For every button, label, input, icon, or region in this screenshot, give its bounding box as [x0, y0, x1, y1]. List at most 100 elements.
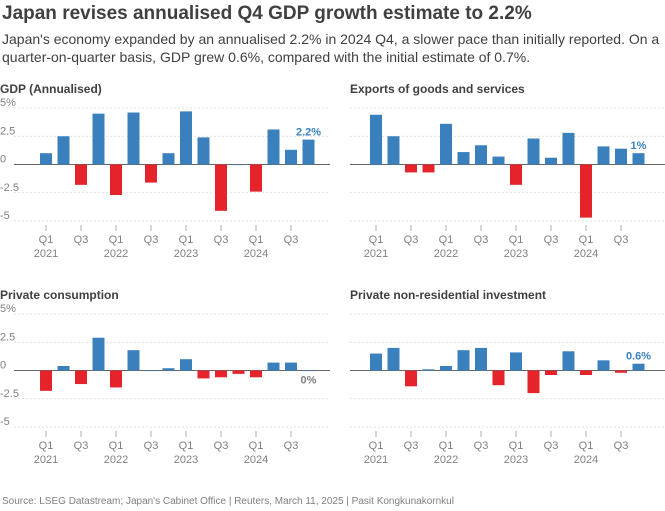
investment-panel: Private non-residential investment 0.6% Q…: [350, 288, 665, 483]
x-tick-label: Q1: [179, 234, 194, 246]
bar: [632, 363, 645, 371]
y-tick-label: 2.5: [0, 331, 15, 343]
bar: [110, 164, 122, 196]
x-tick-label: Q3: [544, 440, 559, 452]
bar: [405, 164, 417, 173]
year-label: 2021: [34, 248, 58, 260]
bar: [545, 157, 557, 165]
x-tick-label: Q1: [109, 234, 124, 246]
consumption-panel: Private consumption 5% 2.5 0 -2.5 -5 0% Q1 Q3 Q1…: [0, 288, 330, 483]
x-tick-label: Q1: [439, 440, 454, 452]
last-value-label: 2.2%: [296, 127, 321, 139]
bar: [40, 153, 52, 165]
year-label: 2024: [574, 454, 598, 466]
y-tick-label: 0: [0, 154, 6, 166]
bar: [285, 149, 297, 165]
bar: [545, 370, 557, 376]
year-label: 2024: [574, 248, 598, 260]
bar: [370, 114, 382, 165]
bar: [127, 112, 140, 165]
bar: [162, 368, 175, 371]
gdp-panel: GDP (Annualised) 5% 2.5 0 -2.5 -5 2.2% Q1 Q3 Q1 Q…: [0, 82, 330, 277]
x-tick-label: Q3: [614, 440, 629, 452]
bar: [302, 370, 315, 372]
bar: [475, 347, 487, 371]
bar: [632, 153, 645, 165]
bar: [57, 365, 70, 371]
bar: [57, 136, 70, 165]
y-tick-label: 5%: [0, 97, 16, 109]
gdp-chart: 5% 2.5 0 -2.5 -5 2.2% Q1 Q3 Q1 Q3 Q1 Q3 Q1 Q3 2021 2022…: [0, 97, 330, 260]
y-tick-label: 0: [0, 360, 6, 372]
last-value-label: 0.6%: [626, 351, 651, 363]
bar: [250, 164, 262, 192]
x-tick-label: Q3: [214, 234, 229, 246]
x-tick-label: Q1: [369, 440, 384, 452]
bar: [145, 370, 157, 372]
x-tick-label: Q1: [179, 440, 194, 452]
bar: [110, 370, 122, 388]
y-tick-label: -2.5: [0, 182, 19, 194]
bar: [562, 132, 575, 165]
bar: [457, 350, 470, 371]
bar: [75, 370, 87, 385]
x-tick-label: Q3: [284, 440, 299, 452]
x-tick-label: Q3: [144, 440, 159, 452]
year-label: 2021: [364, 248, 388, 260]
bar: [492, 370, 505, 386]
consumption-chart: 5% 2.5 0 -2.5 -5 0% Q1 Q3 Q1 Q3 Q1 Q3 Q1 Q3 2021 2022 20…: [0, 303, 330, 466]
bar: [527, 138, 540, 165]
exports-panel: Exports of goods and services 1% Q1 Q3 Q1 Q3…: [350, 82, 665, 277]
x-tick-label: Q1: [579, 234, 594, 246]
panel-title: GDP (Annualised): [0, 82, 102, 96]
x-tick-label: Q1: [249, 440, 264, 452]
x-tick-label: Q3: [614, 234, 629, 246]
x-tick-label: Q3: [474, 234, 489, 246]
year-label: 2023: [504, 454, 528, 466]
x-tick-label: Q1: [39, 440, 54, 452]
y-tick-label: 5%: [0, 303, 16, 315]
bar: [250, 370, 262, 378]
exports-chart: 1% Q1 Q3 Q1 Q3 Q1 Q3 Q1 Q3 2021 2022 2023 2024: [350, 107, 665, 260]
bar: [405, 370, 417, 387]
chart-title: Japan revises annualised Q4 GDP growth e…: [2, 3, 532, 24]
y-tick-label: -5: [0, 210, 10, 222]
bar: [92, 113, 105, 165]
last-value-label: 0%: [301, 375, 317, 387]
x-tick-label: Q3: [74, 234, 89, 246]
bar: [127, 350, 140, 371]
x-tick-label: Q3: [214, 440, 229, 452]
bar: [75, 164, 87, 185]
y-tick-label: 2.5: [0, 125, 15, 137]
bar: [615, 370, 627, 373]
bar: [597, 146, 610, 165]
bar: [267, 129, 280, 165]
bar: [580, 164, 592, 218]
last-value-label: 1%: [631, 140, 647, 152]
bar: [422, 164, 435, 173]
bar: [232, 164, 245, 166]
bar: [475, 145, 487, 165]
bar: [162, 153, 175, 165]
bar: [180, 359, 192, 371]
x-tick-label: Q3: [474, 440, 489, 452]
source-note: Source: LSEG Datastream; Japan's Cabinet…: [2, 496, 454, 507]
bar: [615, 148, 627, 165]
x-tick-label: Q1: [509, 440, 524, 452]
x-tick-label: Q1: [249, 234, 264, 246]
year-label: 2024: [244, 454, 268, 466]
bar: [562, 351, 575, 371]
bar: [492, 156, 505, 165]
bar: [267, 362, 280, 371]
x-tick-label: Q3: [74, 440, 89, 452]
y-tick-label: -2.5: [0, 388, 19, 400]
year-label: 2023: [174, 248, 198, 260]
year-label: 2021: [364, 454, 388, 466]
x-tick-label: Q1: [369, 234, 384, 246]
bar: [197, 137, 210, 165]
x-tick-label: Q3: [404, 234, 419, 246]
bar: [285, 362, 297, 371]
x-tick-label: Q3: [404, 440, 419, 452]
bar: [510, 352, 522, 371]
bar: [180, 111, 192, 165]
